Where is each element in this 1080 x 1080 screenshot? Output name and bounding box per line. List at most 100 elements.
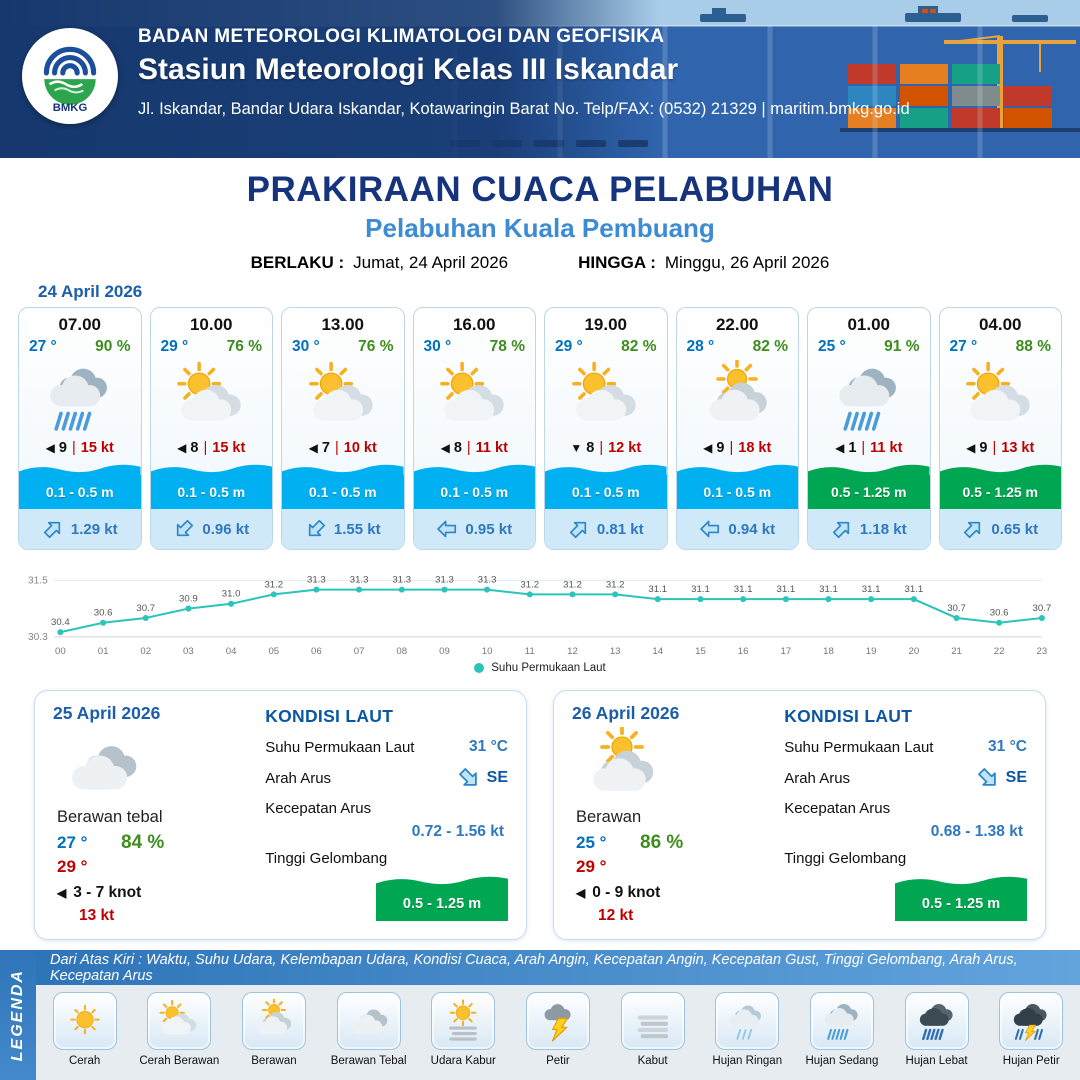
gust-speed: 11 kt xyxy=(475,440,508,456)
daily-wind-range: 0 - 9 knot xyxy=(592,884,661,902)
weather-icon-slot xyxy=(414,356,536,440)
svg-text:31.3: 31.3 xyxy=(478,575,497,586)
sst-row: Suhu Permukaan Laut 31 °C xyxy=(784,738,1027,756)
hujan-ringan-icon xyxy=(730,1005,762,1040)
svg-text:23: 23 xyxy=(1037,646,1048,657)
forecast-card: 22.00 28 ° 82 % ◀ 9 | 18 kt 0.1 - 0.5 m … xyxy=(675,307,799,550)
wave-crest xyxy=(939,464,1061,476)
wave-height-value: 0.1 - 0.5 m xyxy=(177,484,246,500)
legend-item: Berawan Tebal xyxy=(323,992,415,1068)
legend-item: Hujan Lebat xyxy=(891,992,983,1068)
gust-speed: 11 kt xyxy=(870,440,903,456)
daily-weather-icon-slot xyxy=(63,726,253,808)
humidity-value: 82 % xyxy=(752,338,788,355)
legend-icon-tile xyxy=(431,992,496,1050)
wave-height-value: 0.5 - 1.25 m xyxy=(962,484,1039,500)
gust-speed: 15 kt xyxy=(80,440,114,456)
svg-text:02: 02 xyxy=(140,646,151,657)
air-temperature: 30 ° xyxy=(423,338,452,355)
current-band: 1.18 kt xyxy=(808,509,930,549)
wind-direction-arrow: ◀ xyxy=(57,886,67,901)
svg-text:31.1: 31.1 xyxy=(648,584,667,595)
legenda-title: LEGENDA xyxy=(9,968,26,1062)
svg-text:30.7: 30.7 xyxy=(947,603,966,614)
wind-row: ◀ 1 | 11 kt xyxy=(808,440,930,456)
svg-text:31.3: 31.3 xyxy=(435,575,454,586)
separator: | xyxy=(729,440,734,456)
legend-item-label: Berawan Tebal xyxy=(330,1055,407,1067)
daily-wind-row: ◀ 0 - 9 knot xyxy=(576,884,772,902)
daily-temps: 25 ° 86 % 29 ° xyxy=(576,832,772,877)
current-speed-value: 0.65 kt xyxy=(991,520,1039,538)
wind-row: ◀ 8 | 11 kt xyxy=(414,440,536,456)
daily-wind-range: 3 - 7 knot xyxy=(73,884,142,902)
berawan-icon xyxy=(709,360,767,421)
sst-value: 31 °C xyxy=(469,738,508,756)
svg-text:31.0: 31.0 xyxy=(222,589,241,600)
humidity-value: 91 % xyxy=(884,338,920,355)
wave-height-badge: 0.5 - 1.25 m xyxy=(376,875,508,922)
sea-condition-panel: KONDISI LAUT Suhu Permukaan Laut 31 °C A… xyxy=(784,703,1027,929)
svg-text:30.6: 30.6 xyxy=(990,608,1009,619)
title-block: PRAKIRAAN CUACA PELABUHAN Pelabuhan Kual… xyxy=(0,158,1080,273)
wave-crest xyxy=(413,464,535,476)
temp-humidity-row: 30 ° 76 % xyxy=(282,335,404,356)
legend-item-label: Cerah Berawan xyxy=(139,1055,220,1067)
legend-item: Cerah xyxy=(39,992,131,1068)
wind-row: ◀ 8 | 15 kt xyxy=(151,440,273,456)
separator: | xyxy=(334,440,339,456)
svg-text:14: 14 xyxy=(652,646,663,657)
legend-section: LEGENDA Dari Atas Kiri : Waktu, Suhu Uda… xyxy=(0,950,1080,1080)
svg-text:31.1: 31.1 xyxy=(734,584,753,595)
wave-height-row: Tinggi Gelombang xyxy=(265,850,508,867)
forecast-card: 07.00 27 ° 90 % ◀ 9 | 15 kt 0.1 - 0.5 m … xyxy=(18,307,142,550)
legend-items-row: Cerah Cerah Berawan Berawan Berawan Teba… xyxy=(36,985,1080,1080)
legend-icon-tile xyxy=(999,992,1064,1050)
cerah-icon xyxy=(69,1004,100,1035)
wave-height-value: 0.5 - 1.25 m xyxy=(921,896,1001,913)
daily-weather-panel: 26 April 2026 Berawan 25 ° 86 % 29 ° ◀ 0… xyxy=(572,703,772,929)
temp-humidity-row: 30 ° 78 % xyxy=(414,335,536,356)
hujan-lebat-icon xyxy=(919,1003,953,1041)
current-direction-arrow xyxy=(700,520,720,538)
forecast-card: 10.00 29 ° 76 % ◀ 8 | 15 kt 0.1 - 0.5 m … xyxy=(149,307,273,550)
legend-icon-tile xyxy=(336,992,401,1050)
legend-item-label: Hujan Ringan xyxy=(712,1055,783,1067)
wave-height-value: 0.1 - 0.5 m xyxy=(440,484,509,500)
svg-text:31.2: 31.2 xyxy=(563,579,582,590)
separator: | xyxy=(992,440,997,456)
current-band: 1.55 kt xyxy=(282,509,404,549)
current-direction-arrow xyxy=(569,521,587,539)
wave-crest xyxy=(895,876,1027,889)
wind-speed: 9 xyxy=(979,440,988,456)
wave-crest xyxy=(545,464,667,476)
current-band: 0.96 kt xyxy=(150,509,272,549)
forecast-card: 04.00 27 ° 88 % ◀ 9 | 13 kt 0.5 - 1.25 m… xyxy=(938,307,1062,550)
wind-row: ◀ 9 | 15 kt xyxy=(19,440,141,456)
current-direction-arrow xyxy=(964,521,981,539)
daily-forecast-card: 25 April 2026 Berawan tebal 27 ° 84 % 29… xyxy=(34,690,527,941)
svg-text:31.3: 31.3 xyxy=(350,575,369,586)
current-speed-value: 0.72 - 1.56 kt xyxy=(411,823,504,841)
separator: | xyxy=(599,440,604,456)
current-direction-row: Arah Arus SE xyxy=(784,766,1027,790)
svg-text:18: 18 xyxy=(823,646,834,657)
legend-item-label: Kabut xyxy=(637,1055,668,1067)
svg-text:16: 16 xyxy=(738,646,749,657)
current-direction-value: SE xyxy=(1005,769,1027,787)
bmkg-logo: BMKG xyxy=(22,28,118,124)
legend-icon-tile xyxy=(620,992,685,1050)
svg-text:30.9: 30.9 xyxy=(179,593,198,604)
daily-gust: 12 kt xyxy=(598,907,634,925)
temp-humidity-row: 27 ° 88 % xyxy=(940,335,1062,356)
weather-icon-slot xyxy=(151,356,273,440)
cerah-berawan-icon xyxy=(308,361,373,421)
forecast-date: 24 April 2026 xyxy=(38,282,143,301)
forecast-time: 04.00 xyxy=(978,315,1022,334)
wind-speed: 8 xyxy=(453,440,462,456)
current-band: 1.29 kt xyxy=(19,509,141,549)
cerah-berawan-icon xyxy=(159,1000,197,1035)
valid-from-value: Jumat, 24 April 2026 xyxy=(353,253,509,272)
valid-to-value: Minggu, 26 April 2026 xyxy=(664,253,830,272)
svg-text:30.3: 30.3 xyxy=(28,632,48,643)
